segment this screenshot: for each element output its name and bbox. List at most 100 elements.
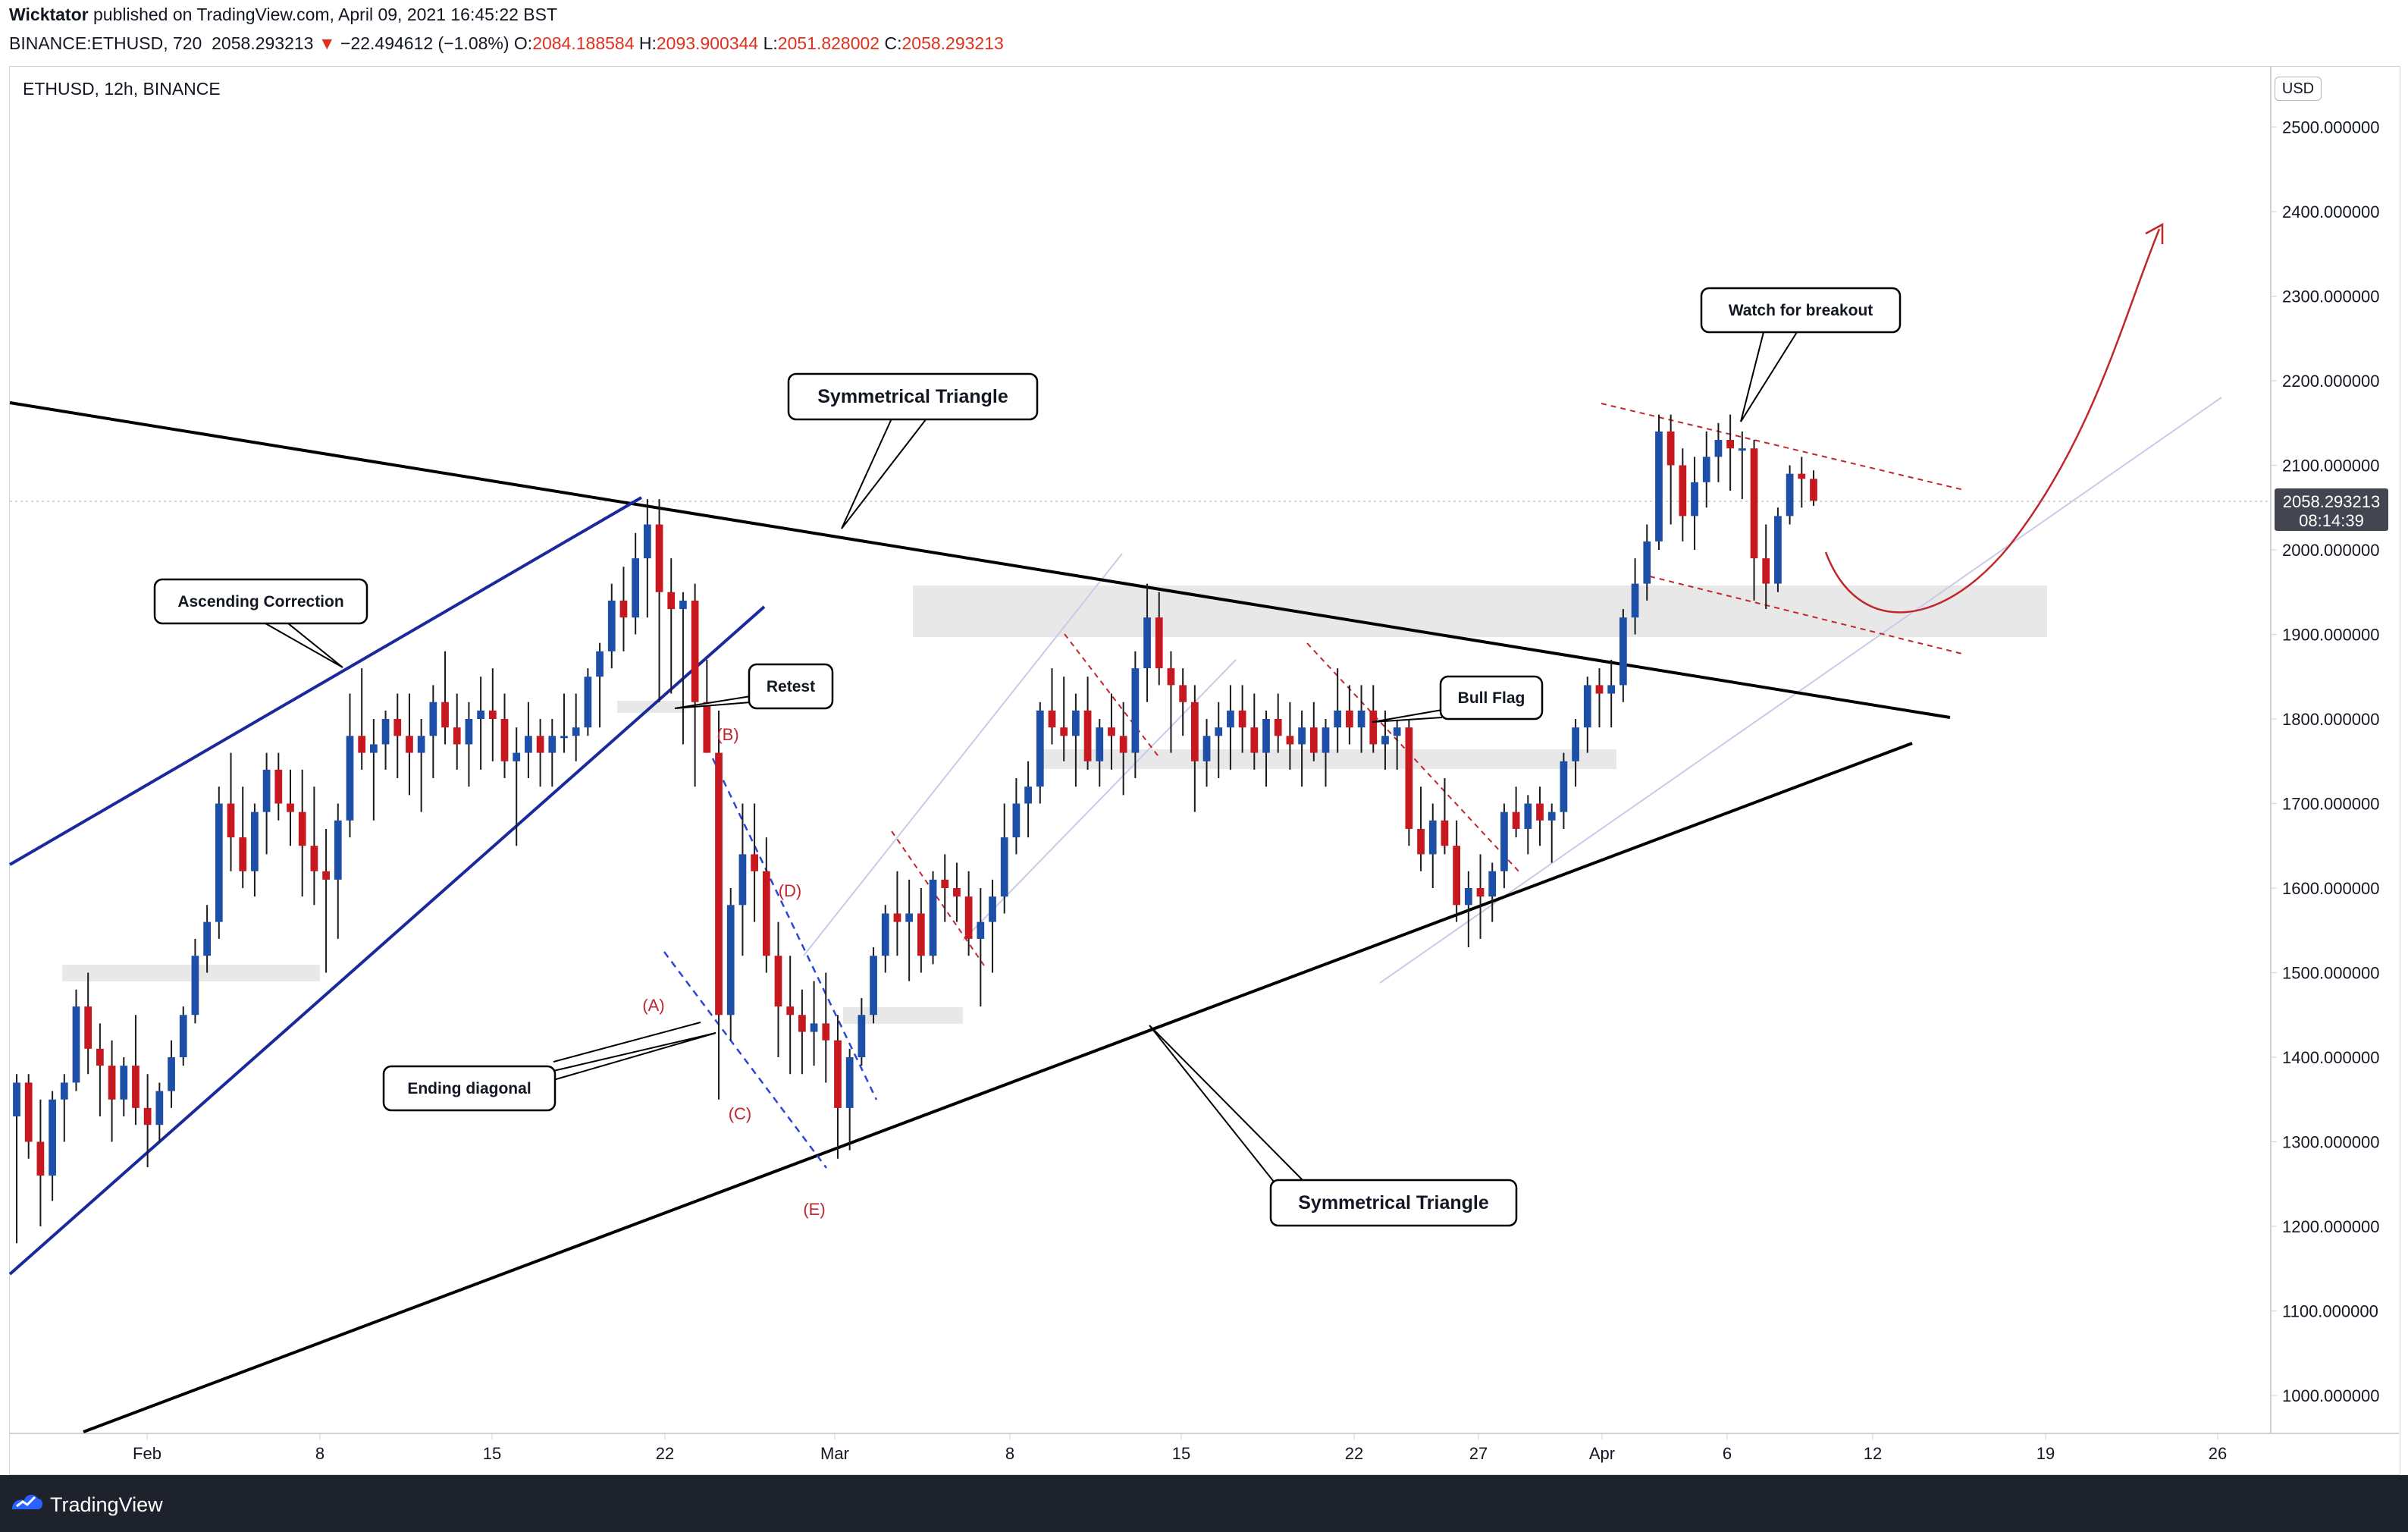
candle-up	[155, 1091, 164, 1125]
candle-up	[584, 677, 592, 728]
price-tick-label: 2200.000000	[2282, 372, 2379, 391]
time-tick-label: 15	[483, 1444, 501, 1463]
time-tick-label: Mar	[820, 1444, 849, 1463]
low-label: L:	[763, 33, 778, 53]
candle-down	[227, 803, 235, 838]
candle-down	[822, 1023, 830, 1041]
candle-down	[1512, 812, 1520, 829]
tradingview-brand[interactable]: TradingView	[50, 1493, 163, 1516]
callout-bull-flag[interactable]	[1439, 675, 1544, 720]
candle-up	[1524, 803, 1532, 829]
candle-down	[715, 752, 723, 1016]
candle-up	[1334, 710, 1342, 728]
candle-down	[1798, 473, 1806, 479]
price-tick-label: 2100.000000	[2282, 457, 2379, 476]
time-tick-label: 22	[1345, 1444, 1363, 1463]
candle-down	[406, 736, 413, 753]
time-tick-label: 19	[2036, 1444, 2055, 1463]
candle-down	[298, 812, 306, 846]
candle-up	[262, 769, 271, 812]
candle-down	[1048, 710, 1056, 728]
wave-label-d: (D)	[779, 881, 802, 900]
callout-ending-diagonal[interactable]	[382, 1065, 557, 1112]
price-tick-label: 1400.000000	[2282, 1048, 2379, 1067]
currency-button[interactable]: USD	[2275, 77, 2322, 101]
candle-down	[1417, 828, 1425, 855]
breakout-flag-upper	[1601, 403, 1964, 491]
candle-down	[691, 600, 699, 702]
flag-mid-upper	[1064, 633, 1161, 759]
candle-down	[1762, 558, 1770, 584]
time-axis[interactable]: Feb 8 15 22 Mar 8 15 22 27 Apr 6 12 19 26	[133, 1433, 2227, 1463]
candle-up	[1131, 668, 1140, 753]
price-tick-label: 1600.000000	[2282, 879, 2379, 898]
candle-up	[1583, 685, 1591, 728]
candle-down	[322, 871, 330, 880]
callout-sym-triangle-top-label: Symmetrical Triangle	[817, 386, 1008, 407]
high-value: 2093.900344	[656, 33, 759, 53]
time-tick-label: 15	[1172, 1444, 1190, 1463]
candle-up	[572, 727, 580, 736]
candle-down	[1286, 736, 1294, 745]
callout-pointer-breakout	[1740, 331, 1798, 422]
open-label: O:	[513, 33, 533, 53]
candle-down	[132, 1066, 140, 1108]
candle-down	[1726, 440, 1734, 449]
candle-up	[881, 913, 889, 956]
resistance-zone-main	[913, 585, 2047, 637]
candle-up	[346, 736, 354, 821]
chart-frame[interactable]	[9, 66, 2400, 1475]
candle-up	[607, 600, 616, 651]
candle-up	[1096, 727, 1104, 761]
candle-up	[369, 744, 378, 753]
price-tick-label: 1900.000000	[2282, 626, 2379, 645]
candle-down	[703, 702, 711, 753]
candle-up	[1702, 457, 1710, 482]
candle-up	[726, 905, 735, 1016]
price-tick-label: 2000.000000	[2282, 541, 2379, 560]
callout-sym-triangle-bottom[interactable]	[1269, 1179, 1518, 1227]
wave-label-a: (A)	[642, 996, 664, 1015]
candle-down	[1810, 479, 1817, 501]
author-name[interactable]: Wicktator	[9, 5, 89, 24]
callout-pointer-ascending	[265, 623, 343, 668]
candle-down	[1060, 727, 1068, 736]
price-tick-label: 2400.000000	[2282, 202, 2379, 221]
price-tick-label: 1700.000000	[2282, 795, 2379, 814]
candle-down	[536, 736, 544, 753]
candle-down	[964, 896, 973, 939]
candles-series	[13, 414, 1817, 1244]
candle-down	[667, 592, 676, 610]
candle-up	[1619, 617, 1627, 686]
candle-down	[834, 1040, 842, 1108]
callout-ascending-correction[interactable]	[153, 578, 368, 625]
time-tick-label: 27	[1469, 1444, 1488, 1463]
callout-pointer-ending-diagonal-2	[553, 1022, 701, 1063]
price-tick-label: 1300.000000	[2282, 1133, 2379, 1152]
zone-feb	[62, 965, 320, 981]
candle-up	[72, 1006, 80, 1083]
light-channel-2	[962, 659, 1237, 941]
candle-up	[560, 736, 568, 739]
candle-up	[905, 913, 914, 922]
candle-up	[1357, 710, 1365, 728]
callout-ending-diagonal-label: Ending diagonal	[407, 1080, 531, 1097]
ohlc-legend: BINANCE:ETHUSD, 720 2058.293213 ▼ −22.49…	[9, 33, 1004, 54]
candle-up	[632, 558, 640, 618]
callout-pointer-triangle-bottom	[1149, 1025, 1305, 1182]
callout-retest[interactable]	[748, 663, 834, 710]
candle-up	[1012, 803, 1021, 838]
candle-down	[1453, 846, 1461, 906]
price-tick-label: 1200.000000	[2282, 1217, 2379, 1236]
candle-down	[941, 879, 949, 888]
callout-sym-triangle-top[interactable]	[787, 372, 1039, 421]
candle-up	[1547, 812, 1556, 821]
candle-down	[1346, 710, 1353, 728]
tradingview-logo-icon[interactable]	[9, 1488, 45, 1515]
candle-down	[1155, 617, 1163, 669]
candle-up	[1036, 710, 1044, 787]
callout-watch-breakout[interactable]	[1700, 287, 1902, 334]
callout-pointer-ending-diagonal	[553, 1032, 716, 1081]
price-axis[interactable]: 2500.000000 2400.000000 2300.000000 2200.00…	[2271, 118, 2379, 1406]
